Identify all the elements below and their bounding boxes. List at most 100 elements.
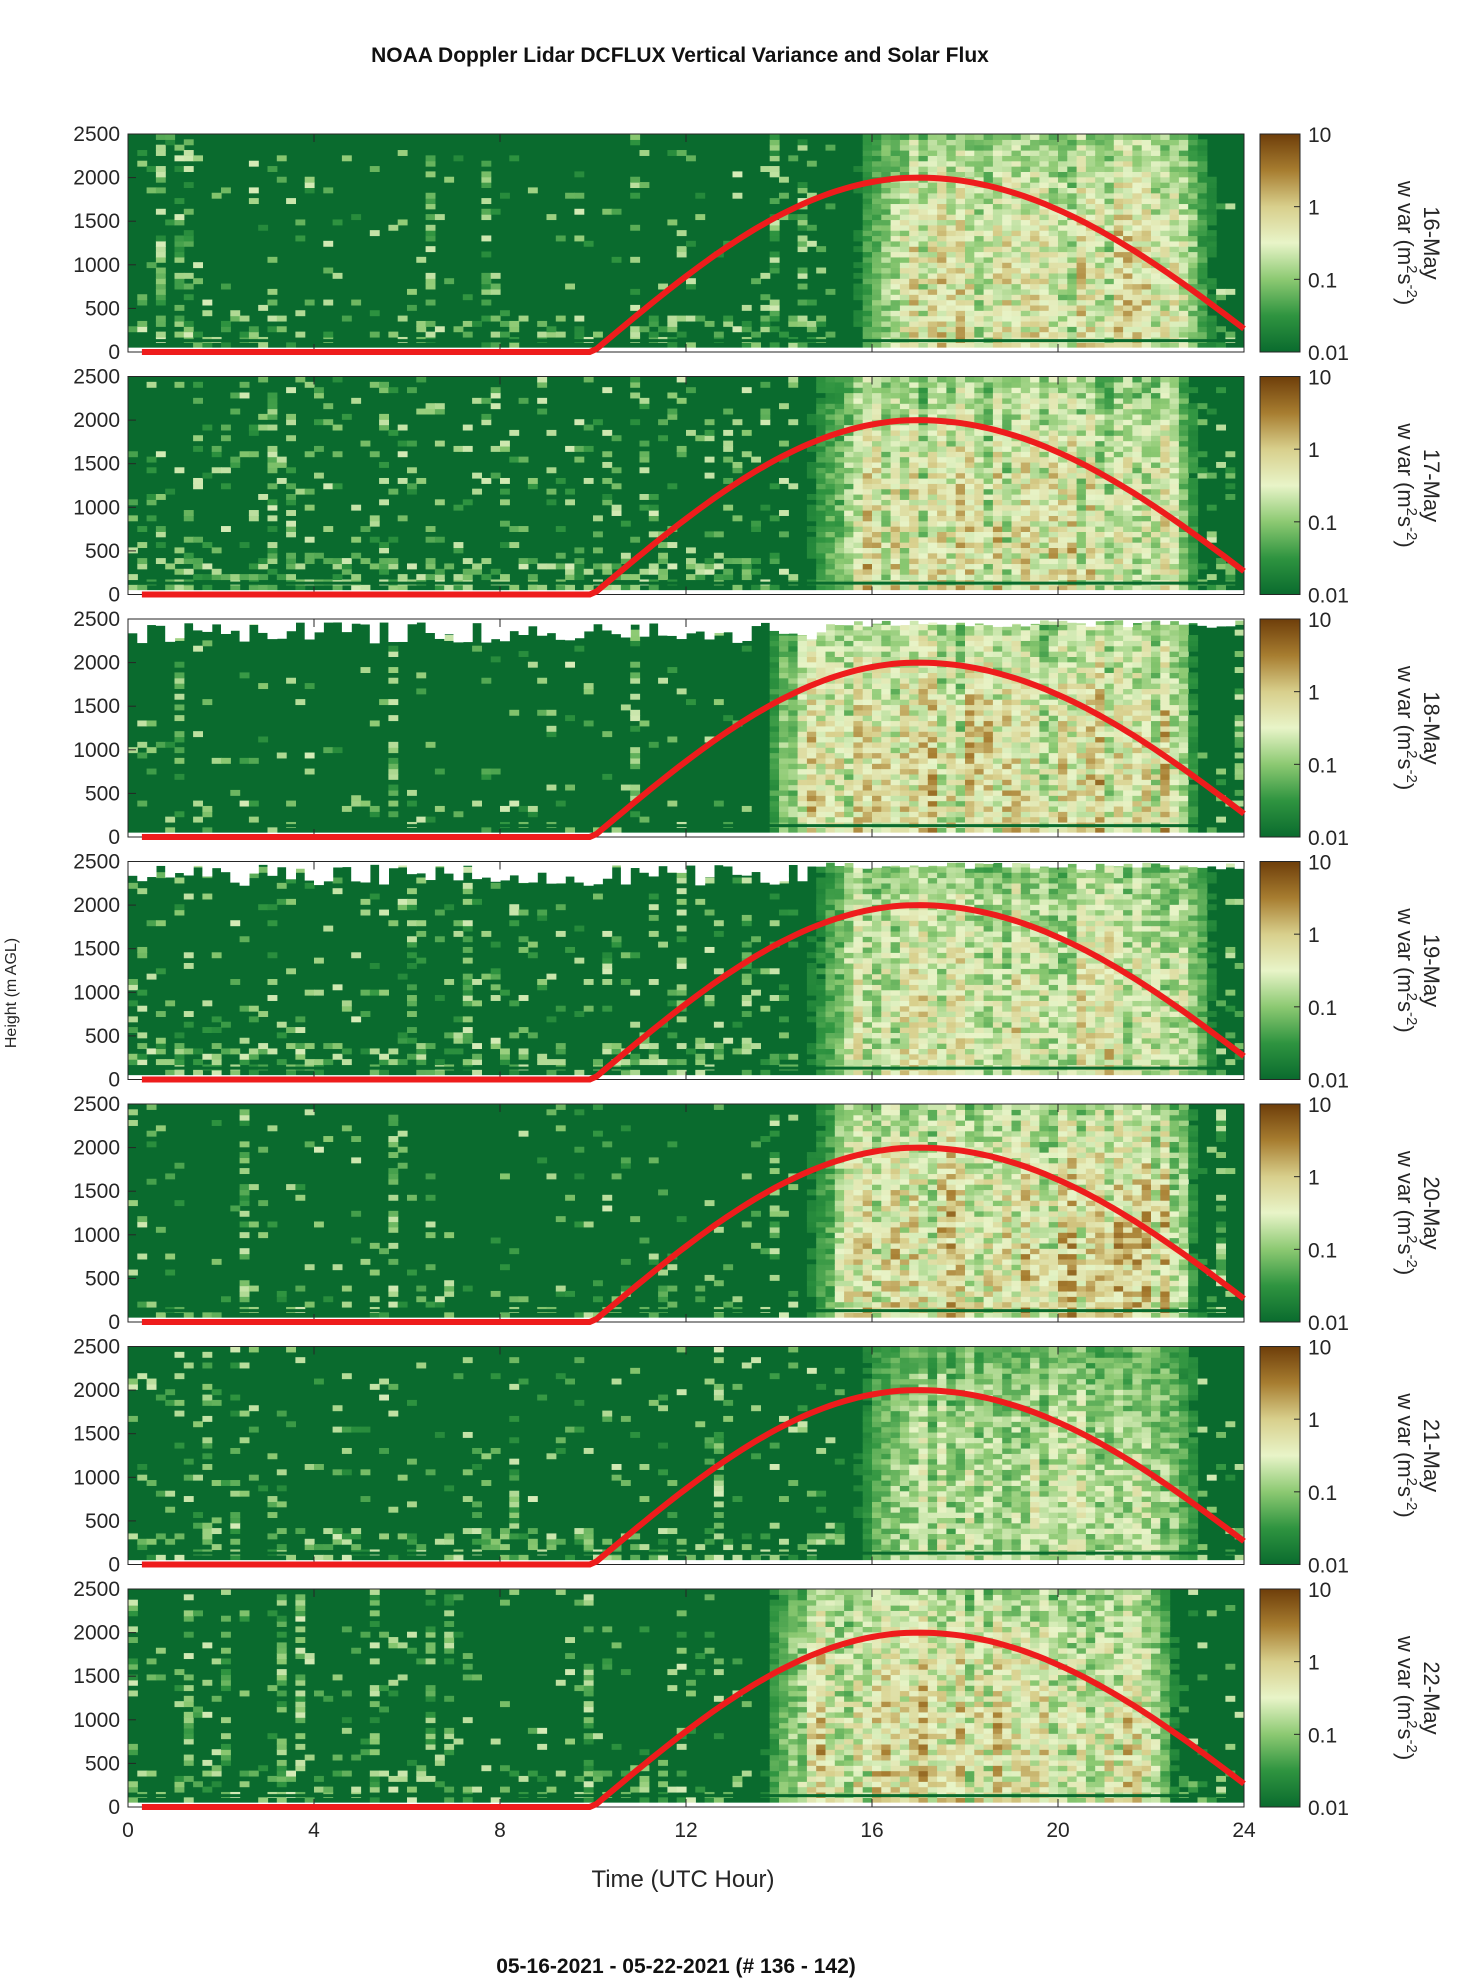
heatmap-cell (816, 526, 827, 532)
heatmap-cell (899, 547, 910, 554)
heatmap-cell (1104, 461, 1115, 468)
heatmap-cell (174, 693, 185, 700)
heatmap-cell (862, 299, 873, 306)
heatmap-cell (927, 219, 938, 226)
heatmap-cell (1123, 381, 1133, 388)
heatmap-cell (360, 558, 371, 565)
heatmap-cell (834, 779, 845, 786)
heatmap-cell (844, 397, 854, 404)
heatmap-cell (1095, 552, 1106, 559)
heatmap-cell (909, 235, 920, 242)
heatmap-cell (1113, 467, 1124, 474)
heatmap-cell (853, 472, 864, 479)
heatmap-cell (174, 747, 185, 754)
heatmap-cell (853, 752, 864, 759)
heatmap-cell (137, 320, 148, 327)
heatmap-cell (937, 477, 947, 484)
heatmap-cell (1123, 408, 1133, 415)
heatmap-cell (974, 451, 985, 458)
heatmap-cell (806, 667, 817, 674)
heatmap-cell (686, 155, 696, 162)
heatmap-cell (667, 392, 678, 399)
heatmap-cell (1048, 342, 1059, 349)
heatmap-cell (918, 262, 929, 269)
heatmap-cell (844, 456, 854, 463)
heatmap-cell (797, 768, 808, 775)
heatmap-cell (797, 811, 808, 818)
heatmap-cell (193, 574, 203, 581)
heatmap-cell (899, 424, 910, 431)
heatmap-cell (881, 278, 892, 285)
heatmap-cell (918, 440, 929, 447)
heatmap-cell (974, 262, 985, 269)
heatmap-cell (676, 445, 687, 452)
heatmap-cell (1085, 288, 1096, 295)
heatmap-cell (527, 477, 538, 484)
heatmap-cell (369, 563, 380, 570)
heatmap-cell (1123, 499, 1133, 506)
heatmap-cell (974, 504, 985, 511)
heatmap-cell (1067, 467, 1078, 474)
heatmap-cell (806, 651, 817, 657)
heatmap-cell (890, 645, 901, 652)
heatmap-cell (899, 488, 910, 495)
heatmap-cell (918, 542, 929, 549)
heatmap-cell (937, 488, 947, 495)
heatmap-cell (983, 299, 994, 306)
heatmap-cell (527, 483, 538, 490)
heatmap-cell (899, 413, 910, 420)
heatmap-cell (1197, 256, 1208, 263)
heatmap-cell (1002, 240, 1013, 247)
heatmap-cell (825, 531, 836, 538)
heatmap-cell (1151, 584, 1161, 591)
heatmap-cell (1020, 376, 1031, 383)
heatmap-cell (481, 176, 492, 183)
heatmap-cell (872, 139, 882, 146)
heatmap-cell (816, 816, 827, 823)
heatmap-cell (1002, 315, 1013, 322)
heatmap-cell (639, 720, 650, 727)
heatmap-cell (221, 483, 231, 490)
heatmap-cell (899, 272, 910, 279)
heatmap-cell (174, 757, 185, 764)
heatmap-cell (862, 461, 873, 468)
heatmap-cell (844, 773, 854, 780)
heatmap-cell (1132, 483, 1143, 490)
heatmap-cell (202, 805, 213, 812)
heatmap-cell (304, 683, 315, 690)
heatmap-cell (834, 397, 845, 404)
heatmap-cell (1067, 445, 1078, 452)
heatmap-cell (1123, 440, 1133, 447)
heatmap-cell (899, 387, 910, 394)
heatmap-cell (937, 192, 947, 199)
heatmap-cell (937, 288, 947, 295)
heatmap-cell (1085, 230, 1096, 237)
heatmap-cell (1178, 504, 1189, 511)
heatmap-cell (881, 757, 892, 764)
heatmap-cell (862, 736, 873, 743)
heatmap-cell (155, 187, 166, 194)
heatmap-cell (844, 752, 854, 759)
heatmap-cell (937, 467, 947, 474)
heatmap-cell (1169, 342, 1180, 349)
heatmap-cell (983, 256, 994, 263)
heatmap-cell (1113, 262, 1124, 269)
heatmap-cell (899, 451, 910, 458)
heatmap-cell (974, 224, 985, 231)
heatmap-cell (1067, 294, 1078, 301)
heatmap-cell (1169, 256, 1180, 263)
heatmap-cell (1039, 504, 1050, 511)
heatmap-cell (909, 789, 920, 796)
heatmap-cell (918, 488, 929, 495)
heatmap-cell (1178, 429, 1189, 436)
heatmap-cell (834, 827, 845, 834)
heatmap-cell (890, 816, 901, 823)
heatmap-cell (872, 693, 882, 700)
heatmap-cell (872, 651, 882, 657)
heatmap-cell (1178, 397, 1189, 404)
heatmap-cell (937, 256, 947, 263)
heatmap-cell (946, 134, 957, 140)
heatmap-cell (779, 688, 789, 695)
heatmap-cell (779, 477, 789, 484)
heatmap-cell (797, 752, 808, 759)
